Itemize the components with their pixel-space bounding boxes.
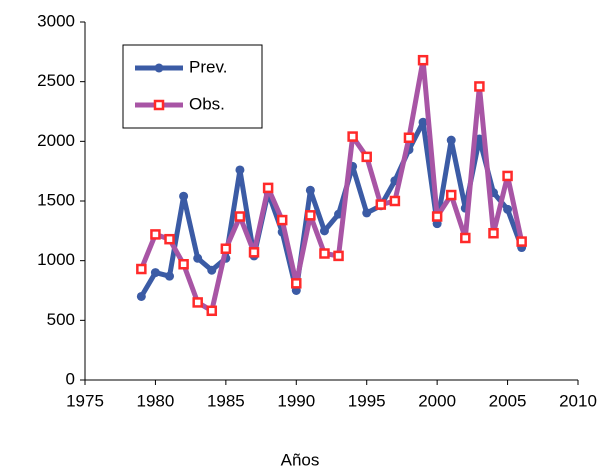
marker (235, 165, 245, 175)
x-tick-label: 1995 (348, 391, 386, 410)
marker (347, 131, 358, 142)
marker (361, 151, 372, 163)
marker (488, 227, 499, 239)
marker (503, 204, 513, 214)
marker (431, 211, 443, 222)
marker (375, 199, 387, 210)
marker (417, 54, 429, 66)
x-tick-label: 2005 (489, 391, 527, 410)
x-tick-label: 1990 (277, 391, 315, 410)
marker (319, 248, 330, 259)
marker (179, 191, 189, 201)
marker (220, 243, 232, 254)
marker (403, 132, 415, 144)
legend-marker (154, 63, 164, 73)
y-tick-label: 2500 (37, 71, 75, 90)
x-tick-label: 2000 (418, 391, 456, 410)
marker (516, 236, 527, 247)
series-line (139, 57, 525, 314)
x-axis-label: Años (281, 450, 320, 469)
y-tick-label: 3000 (37, 11, 75, 30)
marker (150, 268, 160, 278)
y-tick-label: 2000 (37, 131, 75, 150)
marker (474, 81, 485, 92)
marker (305, 210, 316, 221)
legend-marker (153, 99, 165, 111)
marker (418, 117, 428, 127)
marker (389, 195, 401, 207)
marker (165, 271, 175, 281)
y-tick-label: 1500 (37, 190, 75, 209)
marker (319, 226, 329, 236)
marker (262, 182, 274, 194)
marker (178, 258, 189, 270)
marker (445, 189, 457, 201)
series-line (139, 119, 525, 298)
marker (291, 278, 302, 289)
marker (248, 247, 260, 258)
marker (502, 170, 513, 182)
marker (333, 250, 344, 262)
y-tick-label: 500 (47, 310, 75, 329)
marker (206, 305, 218, 317)
legend-box (122, 44, 263, 129)
x-tick-label: 2010 (559, 391, 597, 410)
marker (136, 263, 147, 275)
marker (164, 233, 175, 245)
marker (446, 135, 456, 145)
legend-label: Prev. (189, 57, 227, 76)
marker (150, 229, 161, 240)
marker (305, 185, 315, 195)
x-tick-label: 1975 (66, 391, 104, 410)
x-tick-label: 1980 (137, 391, 175, 410)
marker (276, 214, 288, 226)
y-tick-label: 1000 (37, 250, 75, 269)
marker (234, 211, 246, 222)
marker (136, 291, 146, 301)
marker (193, 253, 203, 263)
marker (192, 297, 203, 308)
y-tick-label: 0 (66, 369, 75, 388)
legend-label: Obs. (189, 94, 225, 113)
marker (460, 232, 471, 244)
x-tick-label: 1985 (207, 391, 245, 410)
marker (362, 208, 372, 218)
marker (207, 265, 217, 275)
